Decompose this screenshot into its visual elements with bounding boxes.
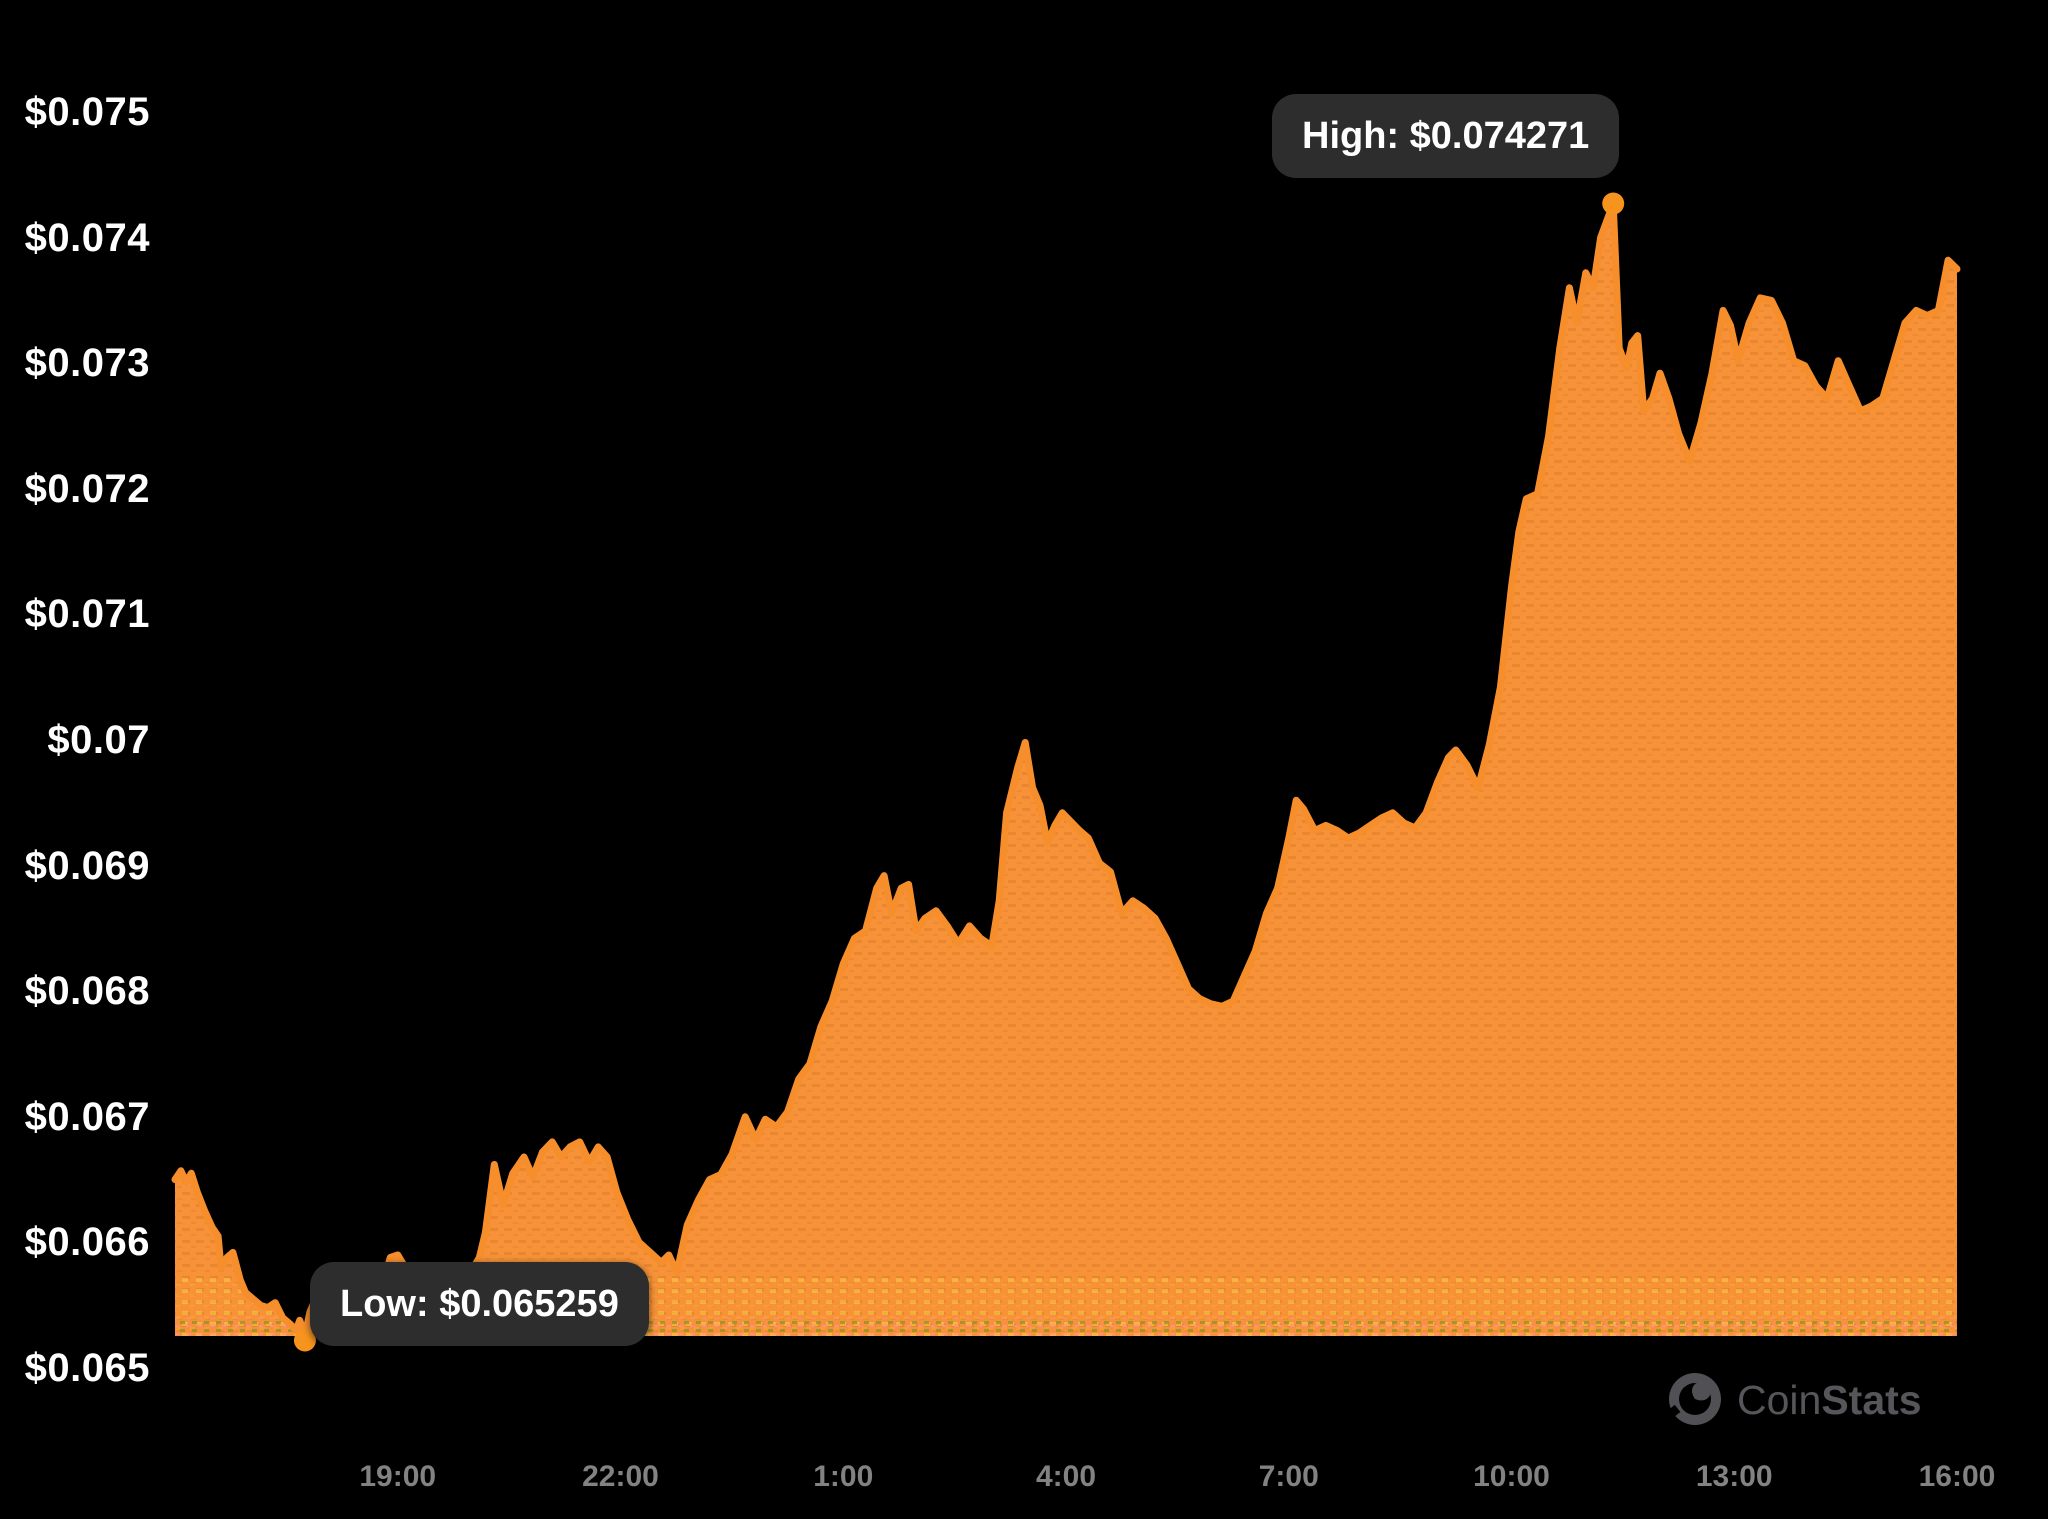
coinstats-clock-icon [1662,1373,1721,1425]
y-tick-label: $0.074 [24,215,150,260]
x-tick-label: 10:00 [1473,1460,1550,1493]
x-tick-label: 7:00 [1258,1460,1319,1493]
high-point-marker [1602,192,1625,215]
x-tick-label: 22:00 [582,1460,659,1493]
x-tick-label: 13:00 [1695,1460,1773,1493]
coinstats-watermark: CoinStats [1662,1373,1922,1425]
y-tick-label: $0.067 [24,1094,150,1139]
x-tick-label: 16:00 [1918,1460,1996,1493]
y-tick-label: $0.068 [24,969,150,1014]
high-tooltip: High: $0.074271 [1272,94,1620,178]
low-point-marker [293,1329,316,1352]
x-tick-label: 1:00 [813,1460,874,1493]
price-line [171,200,1961,1339]
area-texture-dashes [175,203,1957,1336]
y-tick-label: $0.066 [24,1220,150,1265]
y-tick-label: $0.07 [47,718,150,762]
y-tick-label: $0.075 [24,90,150,134]
coinstats-wordmark: CoinStats [1737,1377,1922,1423]
x-tick-label: 19:00 [359,1460,437,1493]
y-tick-label: $0.071 [24,592,150,637]
y-tick-label: $0.065 [24,1346,150,1390]
y-tick-label: $0.069 [24,843,150,888]
y-tick-label: $0.072 [24,466,150,511]
y-tick-label: $0.073 [24,341,150,386]
low-tooltip: Low: $0.065259 [310,1262,649,1346]
x-tick-label: 4:00 [1035,1460,1097,1493]
